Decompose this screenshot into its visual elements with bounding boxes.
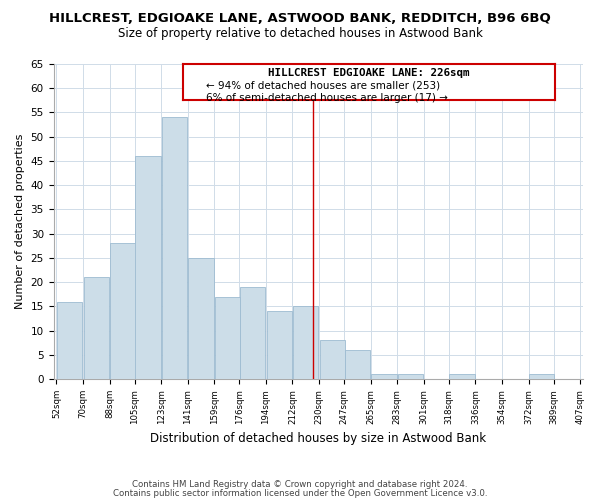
Bar [320, 340, 345, 379]
Bar [371, 374, 397, 379]
Text: Size of property relative to detached houses in Astwood Bank: Size of property relative to detached ho… [118, 28, 482, 40]
Text: Contains public sector information licensed under the Open Government Licence v3: Contains public sector information licen… [113, 488, 487, 498]
Bar [83, 278, 109, 379]
Text: HILLCREST, EDGIOAKE LANE, ASTWOOD BANK, REDDITCH, B96 6BQ: HILLCREST, EDGIOAKE LANE, ASTWOOD BANK, … [49, 12, 551, 26]
Bar [162, 118, 187, 379]
Bar [345, 350, 370, 379]
Bar [57, 302, 82, 379]
Bar [293, 306, 319, 379]
Text: Contains HM Land Registry data © Crown copyright and database right 2024.: Contains HM Land Registry data © Crown c… [132, 480, 468, 489]
Bar [240, 287, 265, 379]
X-axis label: Distribution of detached houses by size in Astwood Bank: Distribution of detached houses by size … [150, 432, 487, 445]
Bar [135, 156, 161, 379]
Bar [449, 374, 475, 379]
Bar [215, 296, 240, 379]
Bar [266, 311, 292, 379]
Bar [110, 244, 136, 379]
Bar [188, 258, 214, 379]
Y-axis label: Number of detached properties: Number of detached properties [15, 134, 25, 309]
Bar [529, 374, 554, 379]
Bar [398, 374, 423, 379]
